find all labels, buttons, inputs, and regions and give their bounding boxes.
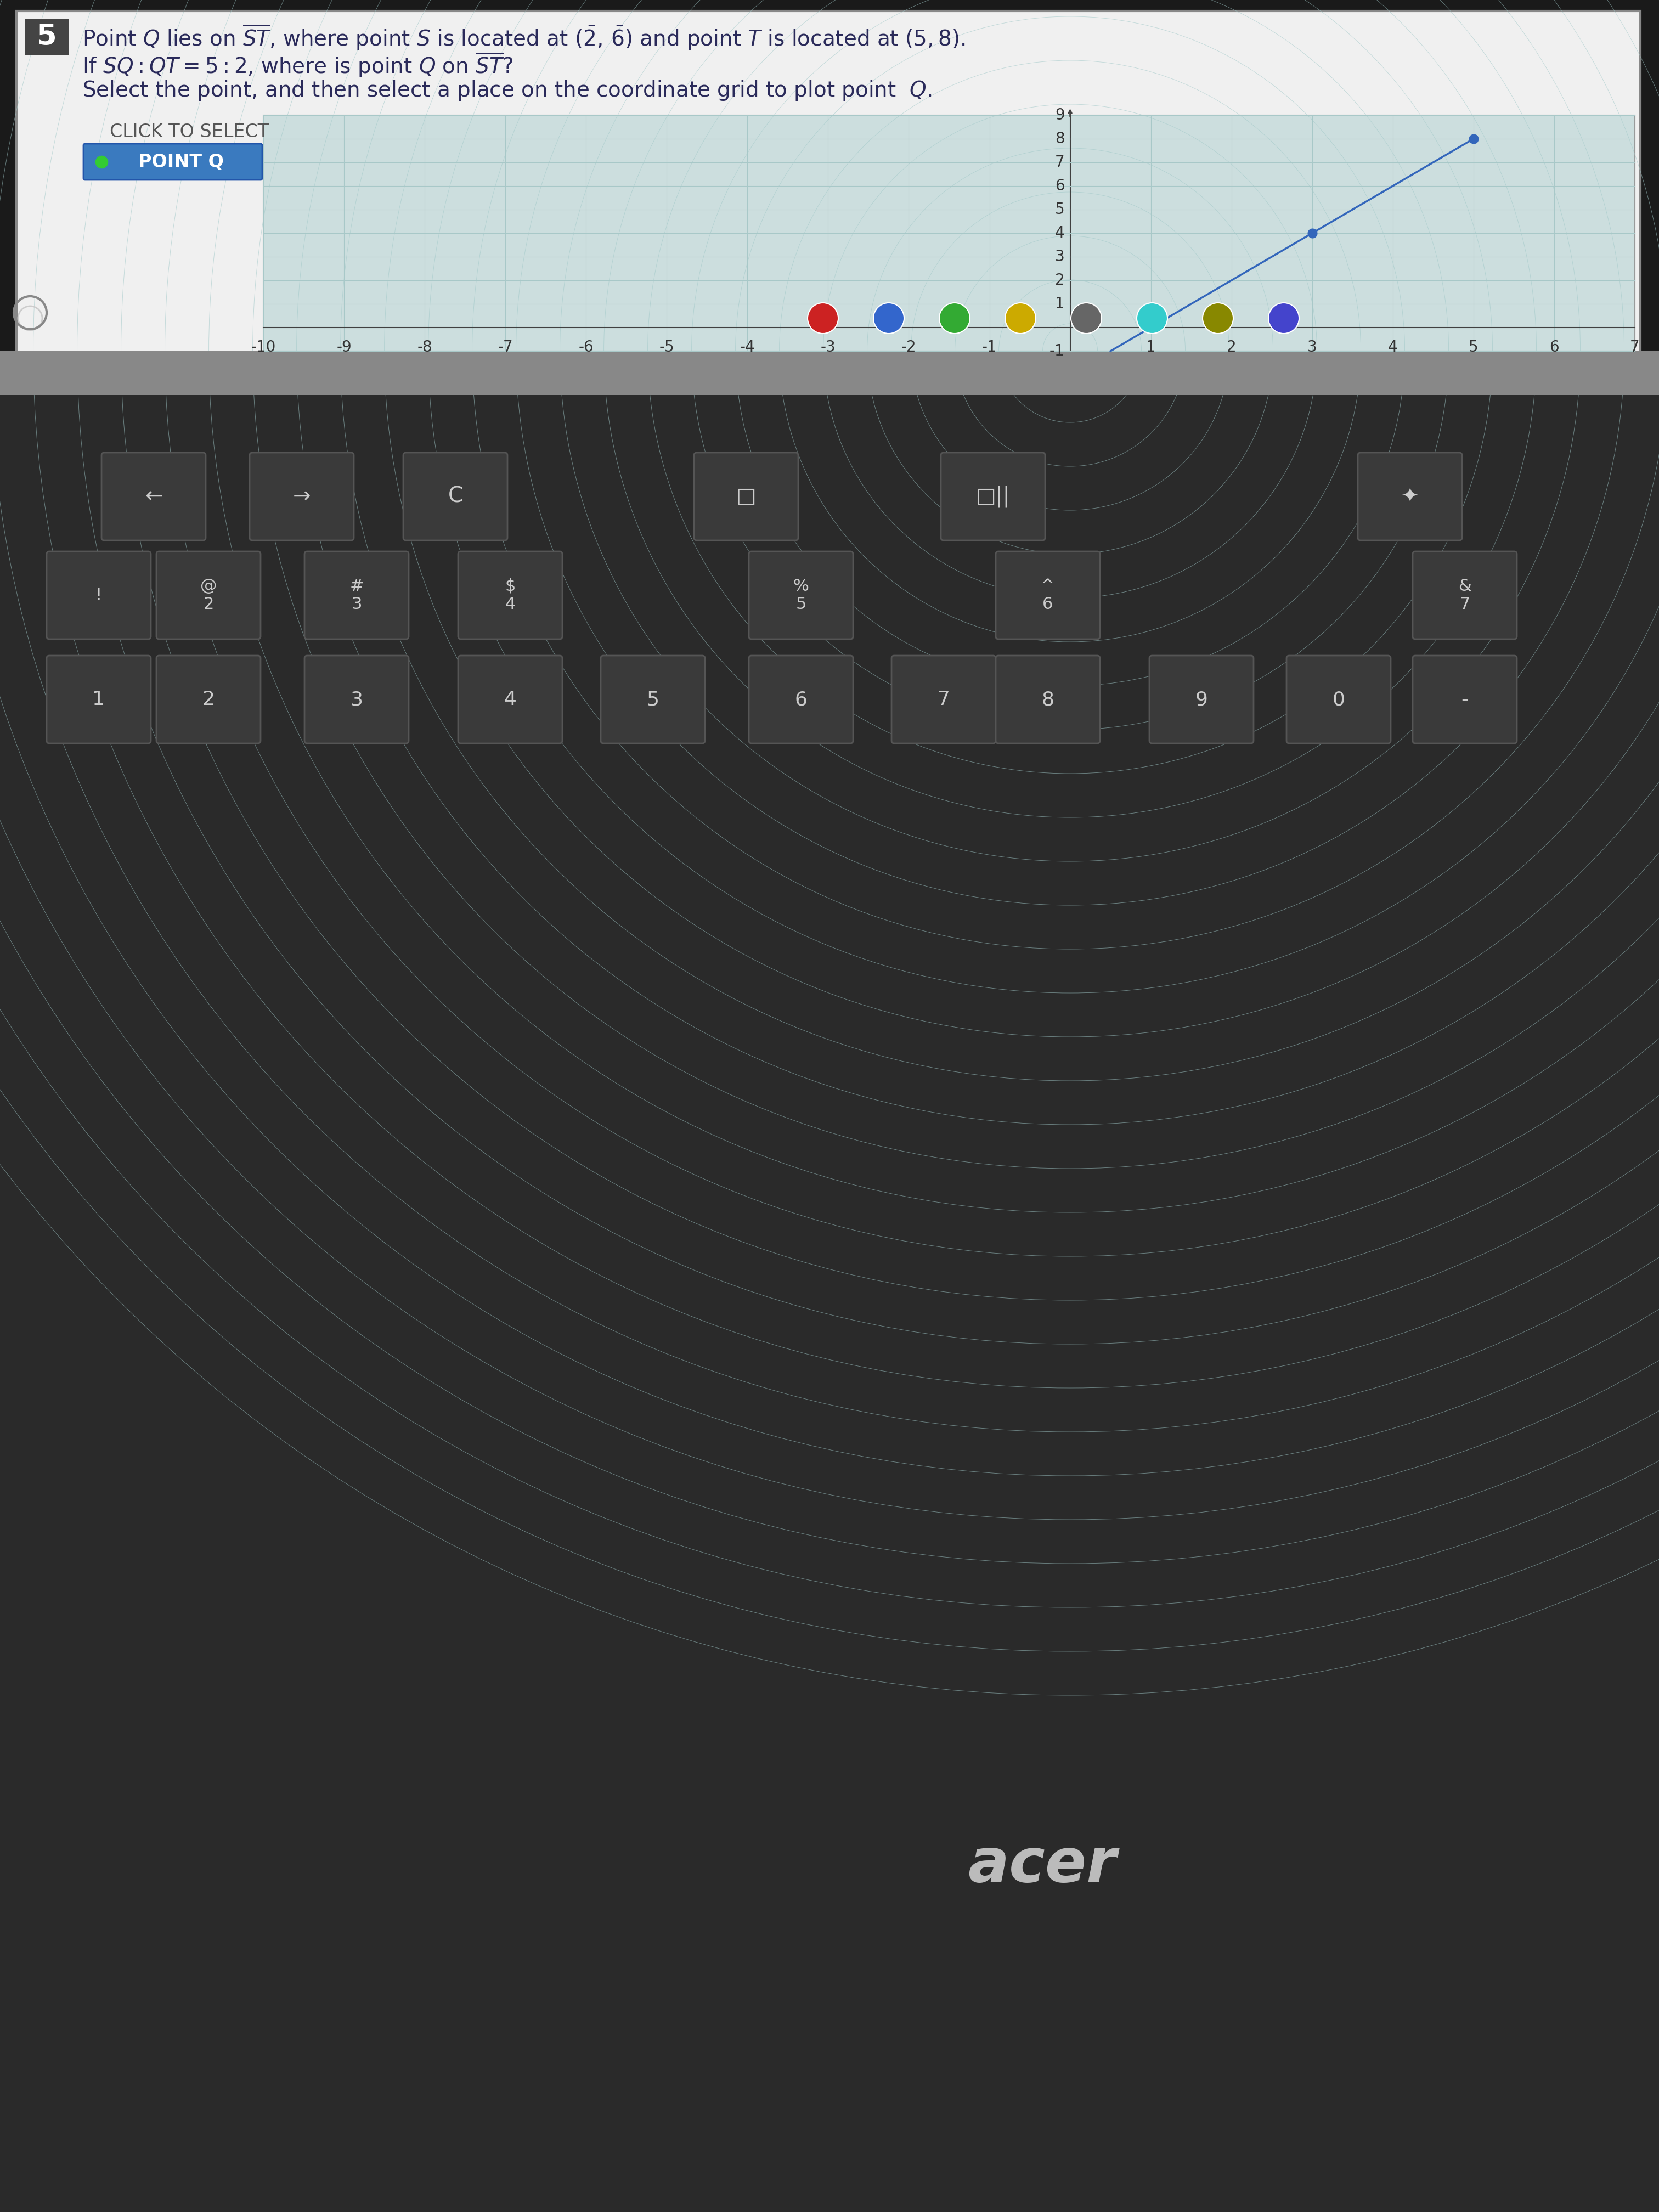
FancyBboxPatch shape xyxy=(693,453,798,540)
Bar xyxy=(0,352,1659,396)
Text: %
5: % 5 xyxy=(793,577,810,613)
Circle shape xyxy=(1203,303,1233,334)
Text: 9: 9 xyxy=(1194,690,1208,708)
Bar xyxy=(0,363,1659,2212)
Text: 8: 8 xyxy=(1055,131,1065,146)
Text: ^
6: ^ 6 xyxy=(1040,577,1055,613)
Text: 1: 1 xyxy=(1146,341,1156,354)
Text: -8: -8 xyxy=(416,341,433,354)
FancyBboxPatch shape xyxy=(305,551,408,639)
FancyBboxPatch shape xyxy=(1413,655,1516,743)
Text: Select the point, and then select a place on the coordinate grid to plot point  : Select the point, and then select a plac… xyxy=(83,80,932,102)
FancyBboxPatch shape xyxy=(156,551,260,639)
Text: 2: 2 xyxy=(1226,341,1236,354)
Text: !: ! xyxy=(95,588,103,604)
FancyBboxPatch shape xyxy=(403,453,508,540)
Text: 5: 5 xyxy=(36,22,56,51)
Text: 3: 3 xyxy=(350,690,363,708)
Circle shape xyxy=(808,303,838,334)
FancyBboxPatch shape xyxy=(1150,655,1254,743)
Text: -4: -4 xyxy=(740,341,755,354)
Text: 6: 6 xyxy=(1055,179,1065,195)
Text: 0: 0 xyxy=(1332,690,1345,708)
Text: 5: 5 xyxy=(1468,341,1478,354)
Text: □||: □|| xyxy=(975,487,1010,507)
Text: 6: 6 xyxy=(795,690,808,708)
Text: 9: 9 xyxy=(1055,108,1065,124)
Text: -5: -5 xyxy=(659,341,674,354)
Text: -2: -2 xyxy=(901,341,916,354)
Text: @
2: @ 2 xyxy=(201,577,217,613)
FancyBboxPatch shape xyxy=(891,655,995,743)
Text: $
4: $ 4 xyxy=(504,577,516,613)
FancyBboxPatch shape xyxy=(995,655,1100,743)
Text: ←: ← xyxy=(144,487,163,507)
Text: 5: 5 xyxy=(647,690,659,708)
Text: Point $Q$ lies on $\overline{ST}$, where point $S$ is located at $(\bar{2},\, \b: Point $Q$ lies on $\overline{ST}$, where… xyxy=(83,22,966,51)
Text: □: □ xyxy=(737,487,757,507)
FancyBboxPatch shape xyxy=(748,551,853,639)
FancyBboxPatch shape xyxy=(995,551,1100,639)
Text: 7: 7 xyxy=(1055,155,1065,170)
Text: 4: 4 xyxy=(1055,226,1065,241)
Text: #
3: # 3 xyxy=(350,577,363,613)
Text: →: → xyxy=(292,487,310,507)
FancyBboxPatch shape xyxy=(46,551,151,639)
Text: C: C xyxy=(448,487,463,507)
Text: If $SQ : QT = 5 : 2$, where is point $Q$ on $\overline{ST}$?: If $SQ : QT = 5 : 2$, where is point $Q$… xyxy=(83,51,513,80)
Text: 7: 7 xyxy=(1631,341,1639,354)
FancyBboxPatch shape xyxy=(46,655,151,743)
Text: CLICK TO SELECT: CLICK TO SELECT xyxy=(109,122,269,142)
Text: -1: -1 xyxy=(982,341,997,354)
Text: 8: 8 xyxy=(1042,690,1053,708)
Text: -: - xyxy=(1462,690,1468,708)
FancyBboxPatch shape xyxy=(458,551,562,639)
Text: POINT Q: POINT Q xyxy=(138,153,224,170)
FancyBboxPatch shape xyxy=(458,655,562,743)
Text: 2: 2 xyxy=(202,690,214,708)
Text: 7: 7 xyxy=(937,690,951,708)
Text: ✦: ✦ xyxy=(1400,487,1418,507)
Circle shape xyxy=(873,303,904,334)
FancyBboxPatch shape xyxy=(101,453,206,540)
Text: 4: 4 xyxy=(504,690,516,708)
Circle shape xyxy=(1136,303,1168,334)
FancyBboxPatch shape xyxy=(305,655,408,743)
FancyBboxPatch shape xyxy=(1413,551,1516,639)
Text: -1: -1 xyxy=(1050,343,1065,358)
Text: -10: -10 xyxy=(251,341,275,354)
Bar xyxy=(25,20,68,55)
Text: 1: 1 xyxy=(1055,296,1065,312)
FancyBboxPatch shape xyxy=(156,655,260,743)
Circle shape xyxy=(1072,303,1102,334)
Circle shape xyxy=(1269,303,1299,334)
Text: -6: -6 xyxy=(579,341,594,354)
Bar xyxy=(17,11,1641,363)
FancyBboxPatch shape xyxy=(1286,655,1390,743)
FancyBboxPatch shape xyxy=(249,453,353,540)
Text: 3: 3 xyxy=(1307,341,1317,354)
Text: -7: -7 xyxy=(498,341,513,354)
FancyBboxPatch shape xyxy=(1357,453,1462,540)
Text: 5: 5 xyxy=(1055,201,1065,217)
FancyBboxPatch shape xyxy=(83,144,262,179)
FancyBboxPatch shape xyxy=(601,655,705,743)
Text: -9: -9 xyxy=(337,341,352,354)
Text: -3: -3 xyxy=(821,341,836,354)
Circle shape xyxy=(1005,303,1035,334)
Text: 1: 1 xyxy=(93,690,105,708)
FancyBboxPatch shape xyxy=(748,655,853,743)
Circle shape xyxy=(939,303,971,334)
Text: 3: 3 xyxy=(1055,250,1065,265)
Text: 2: 2 xyxy=(1055,272,1065,288)
Text: 4: 4 xyxy=(1389,341,1397,354)
Bar xyxy=(264,115,1634,352)
Text: 6: 6 xyxy=(1550,341,1559,354)
Text: acer: acer xyxy=(967,1836,1117,1896)
Text: &
7: & 7 xyxy=(1458,577,1472,613)
FancyBboxPatch shape xyxy=(941,453,1045,540)
